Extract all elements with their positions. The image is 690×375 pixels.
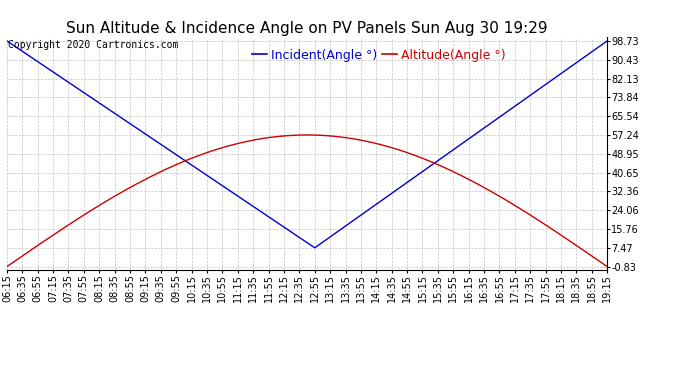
Title: Sun Altitude & Incidence Angle on PV Panels Sun Aug 30 19:29: Sun Altitude & Incidence Angle on PV Pan… [66,21,548,36]
Legend: Incident(Angle °), Altitude(Angle °): Incident(Angle °), Altitude(Angle °) [248,44,511,67]
Text: Copyright 2020 Cartronics.com: Copyright 2020 Cartronics.com [8,40,178,50]
